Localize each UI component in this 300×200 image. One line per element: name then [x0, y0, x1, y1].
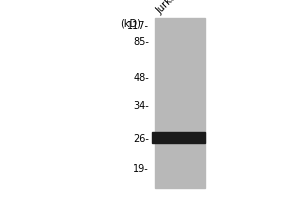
- Text: Jurkat: Jurkat: [154, 0, 181, 16]
- Text: 26-: 26-: [133, 134, 149, 144]
- Bar: [155, 18, 205, 188]
- Text: (kD): (kD): [120, 18, 141, 28]
- Text: 48-: 48-: [133, 73, 149, 83]
- Text: 85-: 85-: [133, 37, 149, 47]
- Text: 19-: 19-: [133, 164, 149, 174]
- Text: 34-: 34-: [133, 101, 149, 111]
- Text: 117-: 117-: [127, 21, 149, 31]
- Bar: [152, 132, 205, 143]
